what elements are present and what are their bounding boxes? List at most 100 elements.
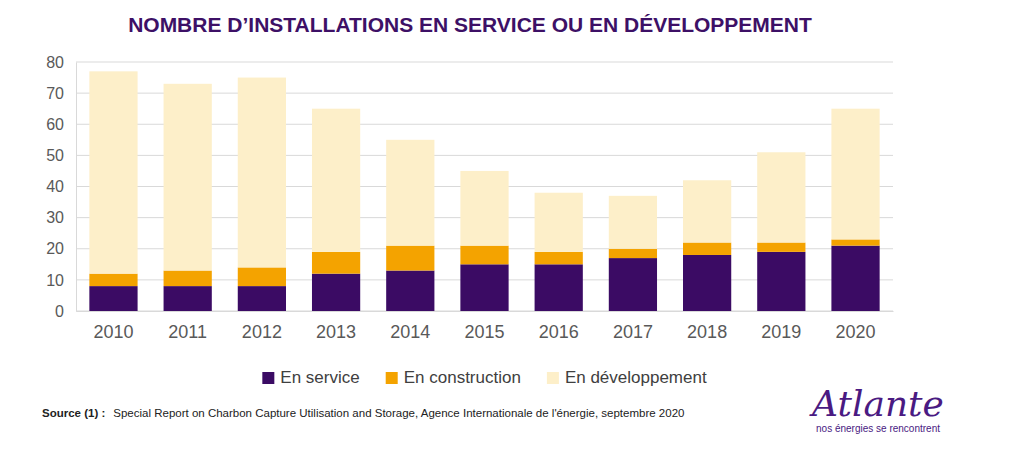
bar <box>535 252 583 264</box>
bar <box>460 264 508 311</box>
legend-item: En service <box>262 368 359 387</box>
bar <box>609 258 657 311</box>
x-tick-label: 2013 <box>316 322 356 342</box>
legend-item: En construction <box>386 368 521 387</box>
legend-label: En développement <box>565 368 707 387</box>
y-tick-label: 20 <box>46 240 64 257</box>
logo-text: Atlante <box>809 383 944 424</box>
x-tick-label: 2020 <box>836 322 876 342</box>
y-tick-label: 80 <box>46 54 64 71</box>
grid <box>76 62 893 311</box>
y-tick-label: 10 <box>46 271 64 288</box>
bar <box>238 78 286 268</box>
bar <box>683 180 731 242</box>
bar <box>89 274 137 286</box>
x-tick: 2013 <box>316 311 356 342</box>
bar <box>609 249 657 258</box>
legend-label: En construction <box>404 368 521 387</box>
bar <box>609 196 657 249</box>
logo-tagline: nos énergies se rencontrent <box>816 423 940 434</box>
x-tick-label: 2010 <box>93 322 133 342</box>
bar <box>89 286 137 311</box>
grid-line <box>76 62 893 63</box>
legend-swatch <box>262 372 274 384</box>
x-tick: 2015 <box>464 311 504 342</box>
bar <box>312 252 360 274</box>
bar <box>831 246 879 311</box>
bar <box>386 271 434 311</box>
chart-container: NOMBRE D’INSTALLATIONS EN SERVICE OU EN … <box>0 0 1024 455</box>
x-tick: 2019 <box>761 311 801 342</box>
bar <box>238 286 286 311</box>
bar <box>386 246 434 271</box>
x-tick: 2014 <box>390 311 430 342</box>
source: Source (1) : Special Report on Charbon Ca… <box>42 407 684 419</box>
x-tick-label: 2011 <box>168 322 207 342</box>
bar <box>757 152 805 242</box>
bar <box>757 252 805 311</box>
y-tick-label: 40 <box>46 178 64 195</box>
y-tick-label: 30 <box>46 209 64 226</box>
x-tick: 2016 <box>539 311 579 342</box>
bar <box>386 140 434 246</box>
bar <box>312 274 360 311</box>
bar <box>89 71 137 273</box>
plot-area: 0102030405060708020102011201220132014201… <box>46 54 893 342</box>
y-tick: 10 <box>46 271 76 288</box>
bar <box>312 109 360 252</box>
y-tick: 80 <box>46 54 76 71</box>
bar <box>683 243 731 255</box>
y-tick: 20 <box>46 240 76 257</box>
y-tick-label: 50 <box>46 147 64 164</box>
x-tick-label: 2014 <box>390 322 430 342</box>
legend-swatch <box>386 372 398 384</box>
bar <box>164 271 212 287</box>
y-tick: 50 <box>46 147 76 164</box>
bar <box>238 267 286 286</box>
bar <box>831 239 879 245</box>
x-tick: 2011 <box>168 311 207 342</box>
x-tick-label: 2012 <box>242 322 282 342</box>
bar <box>831 109 879 240</box>
bar <box>535 264 583 311</box>
x-tick: 2020 <box>836 311 876 342</box>
y-tick: 60 <box>46 116 76 133</box>
legend-swatch <box>547 372 559 384</box>
y-tick: 40 <box>46 178 76 195</box>
bar <box>164 286 212 311</box>
y-tick-label: 70 <box>46 85 64 102</box>
x-tick-label: 2018 <box>687 322 727 342</box>
legend: En service En construction En développemen… <box>262 368 707 387</box>
series-bars <box>89 71 879 273</box>
legend-label: En service <box>280 368 359 387</box>
chart-svg: NOMBRE D’INSTALLATIONS EN SERVICE OU EN … <box>0 0 1024 455</box>
y-tick-label: 0 <box>55 303 64 320</box>
y-tick: 70 <box>46 85 76 102</box>
x-axis: 2010 2011 2012 2013 2014 2015 2016 2017 2018 2019… <box>77 311 894 342</box>
x-tick: 2018 <box>687 311 727 342</box>
y-tick: 30 <box>46 209 76 226</box>
source-label: Source (1) : <box>42 407 105 419</box>
bar <box>757 243 805 252</box>
bar <box>683 255 731 311</box>
y-tick-label: 60 <box>46 116 64 133</box>
chart-title: NOMBRE D’INSTALLATIONS EN SERVICE OU EN … <box>128 13 812 36</box>
bars <box>89 71 879 311</box>
x-tick-label: 2019 <box>761 322 801 342</box>
y-axis-line <box>76 63 77 312</box>
y-tick: 0 <box>55 303 76 320</box>
x-axis-line <box>77 311 894 312</box>
x-tick: 2017 <box>613 311 653 342</box>
bar <box>164 84 212 271</box>
x-tick: 2010 <box>93 311 133 342</box>
x-tick-label: 2015 <box>464 322 504 342</box>
bar <box>460 171 508 246</box>
x-tick: 2012 <box>242 311 282 342</box>
y-axis: 0 10 20 30 40 50 60 70 80 <box>46 54 76 320</box>
bar <box>460 246 508 265</box>
bar <box>535 193 583 252</box>
x-tick-label: 2017 <box>613 322 653 342</box>
source-text: Special Report on Charbon Capture Utilis… <box>113 407 684 419</box>
legend-item: En développement <box>547 368 707 387</box>
x-tick-label: 2016 <box>539 322 579 342</box>
